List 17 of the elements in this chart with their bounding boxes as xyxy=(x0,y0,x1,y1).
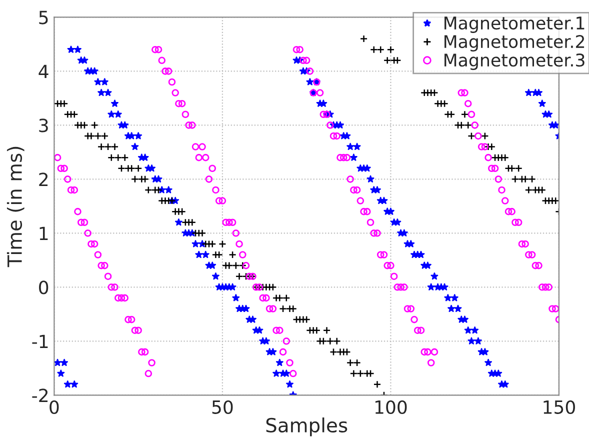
legend-label: Magnetometer.3 xyxy=(444,54,584,70)
legend-label: Magnetometer.2 xyxy=(444,34,584,52)
x-tick-label: 0 xyxy=(50,400,59,414)
y-tick-label: -2 xyxy=(32,388,48,402)
legend-label: Magnetometer.1 xyxy=(444,16,584,33)
y-tick-label: 5 xyxy=(39,10,48,24)
x-axis-title: Samples xyxy=(266,417,348,436)
y-tick-label: 4 xyxy=(38,64,48,78)
y-tick-label: 2 xyxy=(39,172,48,186)
y-axis-title: Time (in ms) xyxy=(6,146,24,268)
y-tick-label: 1 xyxy=(40,226,48,240)
y-tick-label: 0 xyxy=(39,280,48,294)
x-tick-label: 50 xyxy=(212,400,233,414)
x-tick-label: 150 xyxy=(544,400,575,414)
y-tick-label: 3 xyxy=(39,118,48,132)
x-tick-label: 100 xyxy=(375,400,407,414)
y-tick-label: -1 xyxy=(32,334,48,348)
